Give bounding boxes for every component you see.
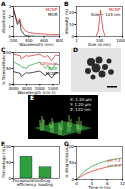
svg-text:0: 0 bbox=[75, 181, 78, 186]
svg-text:1: 1 bbox=[8, 24, 11, 29]
svg-text:0: 0 bbox=[71, 34, 74, 39]
svg-text:% Transmittance: % Transmittance bbox=[1, 51, 6, 85]
svg-text:MOR: MOR bbox=[48, 12, 58, 17]
svg-text:Drugloading: Drugloading bbox=[38, 178, 53, 187]
svg-text:pH 5.4: pH 5.4 bbox=[107, 163, 121, 168]
svg-text:12: 12 bbox=[120, 181, 125, 186]
svg-text:Intensity (%): Intensity (%) bbox=[64, 8, 69, 34]
svg-text:% drug release: % drug release bbox=[64, 147, 69, 178]
svg-text:Size ~ 124 nm: Size ~ 124 nm bbox=[91, 12, 121, 17]
svg-text:50: 50 bbox=[6, 160, 12, 165]
svg-text:50: 50 bbox=[6, 66, 12, 71]
svg-text:Absorbance: Absorbance bbox=[1, 9, 6, 33]
svg-text:Encapsulationefficiency: Encapsulationefficiency bbox=[12, 178, 41, 187]
svg-text:MCNP: MCNP bbox=[46, 71, 58, 76]
svg-text:10: 10 bbox=[69, 22, 75, 27]
svg-text:Wavelength (cm-1): Wavelength (cm-1) bbox=[17, 90, 56, 95]
svg-text:Z: 122 nm: Z: 122 nm bbox=[70, 107, 91, 112]
svg-text:Percentage (%): Percentage (%) bbox=[1, 147, 6, 178]
svg-text:10000: 10000 bbox=[116, 38, 125, 43]
svg-text:0: 0 bbox=[8, 176, 11, 181]
svg-text:2: 2 bbox=[8, 14, 11, 19]
svg-text:20: 20 bbox=[69, 10, 75, 15]
svg-text:200: 200 bbox=[10, 38, 18, 43]
svg-text:0: 0 bbox=[71, 177, 74, 182]
svg-text:Size (d.nm): Size (d.nm) bbox=[88, 42, 111, 47]
svg-text:1: 1 bbox=[75, 38, 78, 43]
svg-text:3: 3 bbox=[8, 4, 11, 9]
svg-text:Time in hrs: Time in hrs bbox=[87, 185, 110, 189]
svg-text:50: 50 bbox=[69, 160, 75, 165]
